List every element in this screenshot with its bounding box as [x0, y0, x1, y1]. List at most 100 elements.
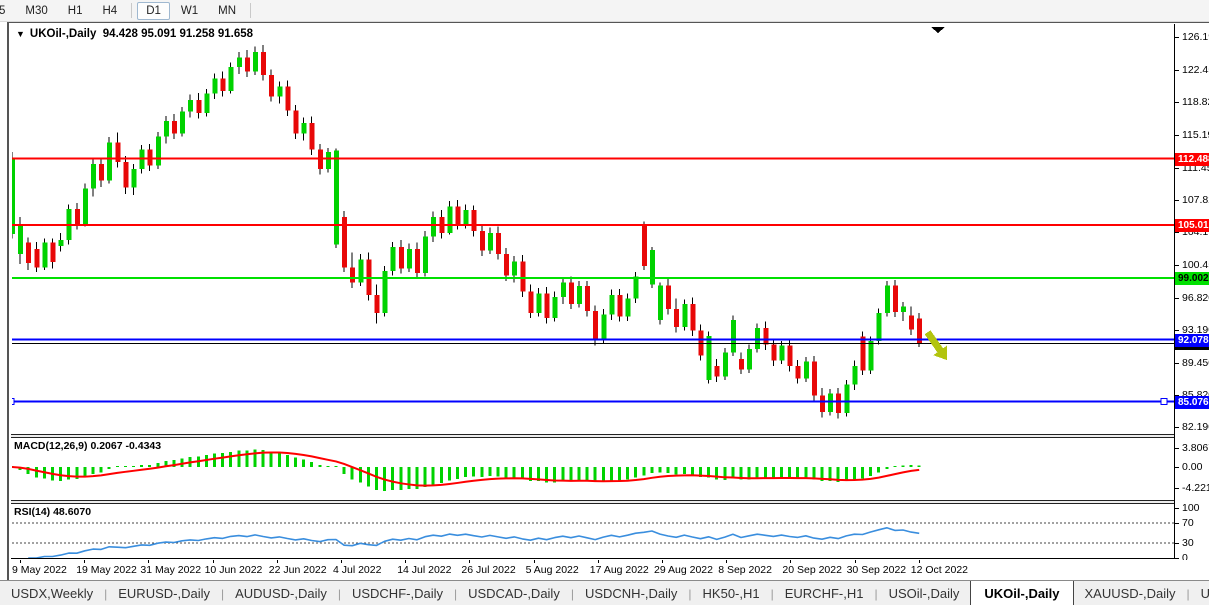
candle-bullish [18, 224, 24, 255]
candle-bullish [487, 232, 493, 251]
tab-separator: | [1186, 586, 1190, 601]
macd-axis-label: 0.00 [1182, 461, 1203, 473]
candle-bullish [552, 296, 558, 319]
time-axis-label: 9 May 2022 [12, 564, 67, 576]
candle-bearish [123, 161, 129, 188]
chart-symbol-dropdown-icon[interactable]: ▼ [16, 29, 25, 39]
timeframe-button-d1[interactable]: D1 [137, 1, 170, 20]
candle-bearish [714, 365, 720, 377]
candle-bullish [779, 345, 785, 361]
chart-tab-usdcnh-daily[interactable]: USDCNH-,Daily [584, 586, 678, 601]
candle-bullish [12, 157, 15, 234]
candle-bullish [236, 57, 242, 68]
chart-tab-usdcad-daily[interactable]: USDCAD-,Daily [468, 586, 560, 601]
level-price-badge: 85.076 [1175, 395, 1209, 409]
candle-bullish [334, 150, 339, 245]
candle-bearish [763, 327, 769, 345]
candle-bullish [577, 286, 582, 304]
candle-bearish [172, 121, 177, 134]
candle-bearish [739, 358, 744, 370]
time-axis-label: 17 Aug 2022 [589, 564, 649, 576]
price-axis-label: 82.190 [1182, 421, 1209, 434]
macd-axis-tick [1175, 488, 1179, 490]
candle-bullish [107, 142, 113, 181]
panel-divider[interactable] [11, 434, 1174, 438]
chart-tab-usoil-daily[interactable]: USOil-,Daily [888, 586, 960, 601]
rsi-axis-label: 30 [1182, 537, 1194, 549]
candle-bullish [512, 261, 518, 276]
chart-tab-xauusd-daily[interactable]: XAUUSD-,Daily [1084, 586, 1176, 601]
time-axis-label: 12 Oct 2022 [910, 564, 969, 576]
candle-bullish [431, 216, 437, 237]
tab-separator: | [337, 586, 341, 601]
candle-bearish [528, 291, 534, 313]
candle-bullish [682, 303, 688, 327]
candle-bullish [876, 312, 882, 342]
level-price-badge: 105.015 [1175, 218, 1209, 232]
macd-signal-line [12, 451, 920, 487]
time-axis-tick [148, 560, 150, 563]
candle-bullish [390, 247, 396, 272]
candle-bullish [803, 361, 809, 379]
scroll-to-end-marker-icon[interactable] [931, 27, 945, 33]
price-axis-label: 89.450 [1182, 356, 1209, 369]
candle-bearish [398, 247, 404, 269]
candle-bullish [163, 121, 169, 137]
candle-bearish [795, 365, 801, 379]
chart-tab-bar: USDX,Weekly | EURUSD-,Daily | AUDUSD-,Daily |… [0, 580, 1209, 605]
timeframe-button-m30[interactable]: M30 [25, 4, 48, 17]
candle-bearish [309, 122, 315, 150]
candle-bullish [536, 293, 542, 313]
chart-tab-usdx-weekly[interactable]: USDX,Weekly [11, 586, 94, 601]
time-axis[interactable]: 9 May 2022 19 May 2022 31 May 2022 10 Jun 2… [11, 560, 1209, 580]
candle-bullish [633, 276, 639, 299]
timeframe-button-5[interactable]: 5 [0, 2, 14, 20]
price-axis-tick [1175, 427, 1179, 429]
price-axis-tick [1175, 167, 1179, 169]
candle-bullish [406, 248, 412, 269]
rsi-axis-tick [1175, 523, 1179, 524]
chart-tab-ukoil-daily[interactable]: UKOil-,Daily [970, 581, 1074, 605]
timeframe-button-h4[interactable]: H4 [102, 4, 118, 17]
price-axis-tick [1175, 329, 1179, 331]
timeframe-toolbar: 5 M30 H1 H4 D1 W1 MN [0, 0, 1209, 22]
candle-bearish [99, 163, 105, 181]
price-axis-tick [1175, 297, 1179, 299]
candle-bullish [42, 242, 48, 268]
timeframe-button-h1[interactable]: H1 [67, 4, 83, 17]
candle-bullish [852, 365, 858, 385]
candle-bearish [471, 209, 477, 232]
timeframe-button-mn[interactable]: MN [218, 4, 237, 17]
macd-indicator-plot[interactable] [12, 438, 1174, 500]
chart-tab-audusd-daily[interactable]: AUDUSD-,Daily [235, 586, 327, 601]
candle-bearish [520, 261, 526, 292]
candle-bullish [204, 93, 210, 114]
chart-tab-eurchf-h1[interactable]: EURCHF-,H1 [784, 586, 864, 601]
time-axis-label: 29 Aug 2022 [654, 564, 713, 576]
timeframe-button-w1[interactable]: W1 [180, 4, 199, 17]
panel-divider[interactable] [11, 500, 1174, 504]
line-selection-handle[interactable] [1160, 398, 1168, 406]
price-axis-label: 126.190 [1182, 31, 1209, 43]
tab-separator: | [570, 586, 574, 601]
time-axis-tick [726, 560, 728, 563]
chart-tab-hk50-h1[interactable]: HK50-,H1 [702, 586, 760, 601]
time-axis-tick [341, 560, 342, 563]
candle-bullish [277, 86, 283, 97]
price-axis[interactable]: 126.190122.450118.820115.190111.450107.8… [1175, 24, 1209, 564]
sell-arrow-annotation[interactable] [921, 327, 954, 365]
price-axis-tick [1175, 199, 1179, 201]
chart-tab-usdchf-daily[interactable]: USDCHF-,Daily [351, 586, 443, 601]
time-axis-label: 4 Jul 2022 [333, 564, 382, 576]
rsi-indicator-plot[interactable] [12, 504, 1174, 558]
chart-legend: ▼ UKOil-,Daily 94.428 95.091 91.258 91.65… [16, 28, 253, 40]
price-axis-tick [1175, 362, 1179, 364]
candle-bearish [593, 310, 599, 340]
chart-tab-ukoil-da[interactable]: UKOil-,Da [1190, 583, 1209, 604]
candle-bearish [666, 285, 672, 310]
macd-axis-tick [1175, 467, 1179, 468]
line-selection-handle[interactable] [12, 398, 15, 406]
price-chart-plot[interactable] [12, 26, 1174, 434]
chart-tab-eurusd-daily[interactable]: EURUSD-,Daily [118, 586, 210, 601]
time-axis-tick [918, 560, 920, 563]
